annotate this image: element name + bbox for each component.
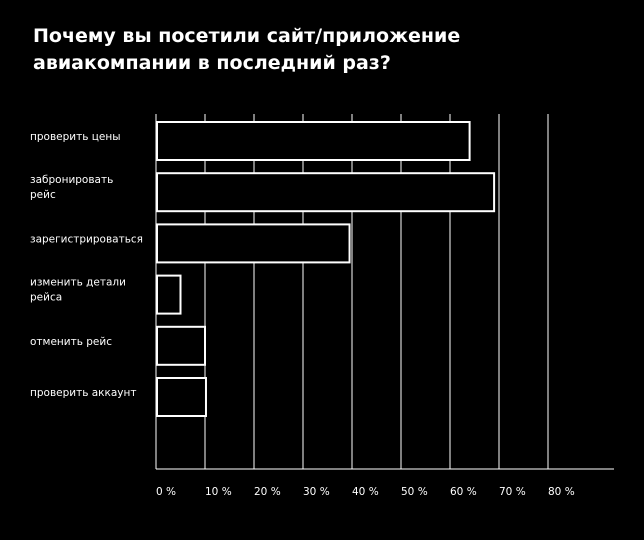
bar-4	[156, 325, 206, 366]
grid-lines	[155, 114, 549, 469]
bar-0	[156, 121, 471, 161]
bar-3	[156, 274, 182, 315]
category-labels: проверить цены забронировать рейс зарегистр…	[30, 131, 143, 399]
bar-5	[156, 377, 207, 417]
bar-1	[156, 172, 496, 213]
category-label-3: изменить детали рейса	[30, 277, 126, 304]
x-tick-label-80: 80 %	[548, 486, 575, 498]
x-tick-label-40: 40 %	[352, 486, 379, 498]
x-tick-label-0: 0 %	[156, 486, 176, 498]
category-label-0: проверить цены	[30, 131, 121, 143]
category-label-1: забронировать рейс	[30, 174, 113, 201]
x-tick-label-30: 30 %	[303, 486, 330, 498]
x-tick-label-20: 20 %	[254, 486, 281, 498]
x-tick-label-70: 70 %	[499, 486, 526, 498]
bars	[156, 121, 496, 417]
category-label-5: проверить аккаунт	[30, 387, 136, 399]
chart-title: Почему вы посетили сайт/приложение авиак…	[33, 25, 461, 74]
category-label-2: зарегистрироваться	[30, 233, 143, 245]
x-tick-label-10: 10 %	[205, 486, 232, 498]
bar-2	[156, 223, 351, 264]
category-label-4: отменить рейс	[30, 336, 112, 348]
x-tick-label-60: 60 %	[450, 486, 477, 498]
x-tick-label-50: 50 %	[401, 486, 428, 498]
x-tick-labels: 0 % 10 % 20 % 30 % 40 % 50 % 60 % 70 % 80 %	[156, 486, 575, 498]
